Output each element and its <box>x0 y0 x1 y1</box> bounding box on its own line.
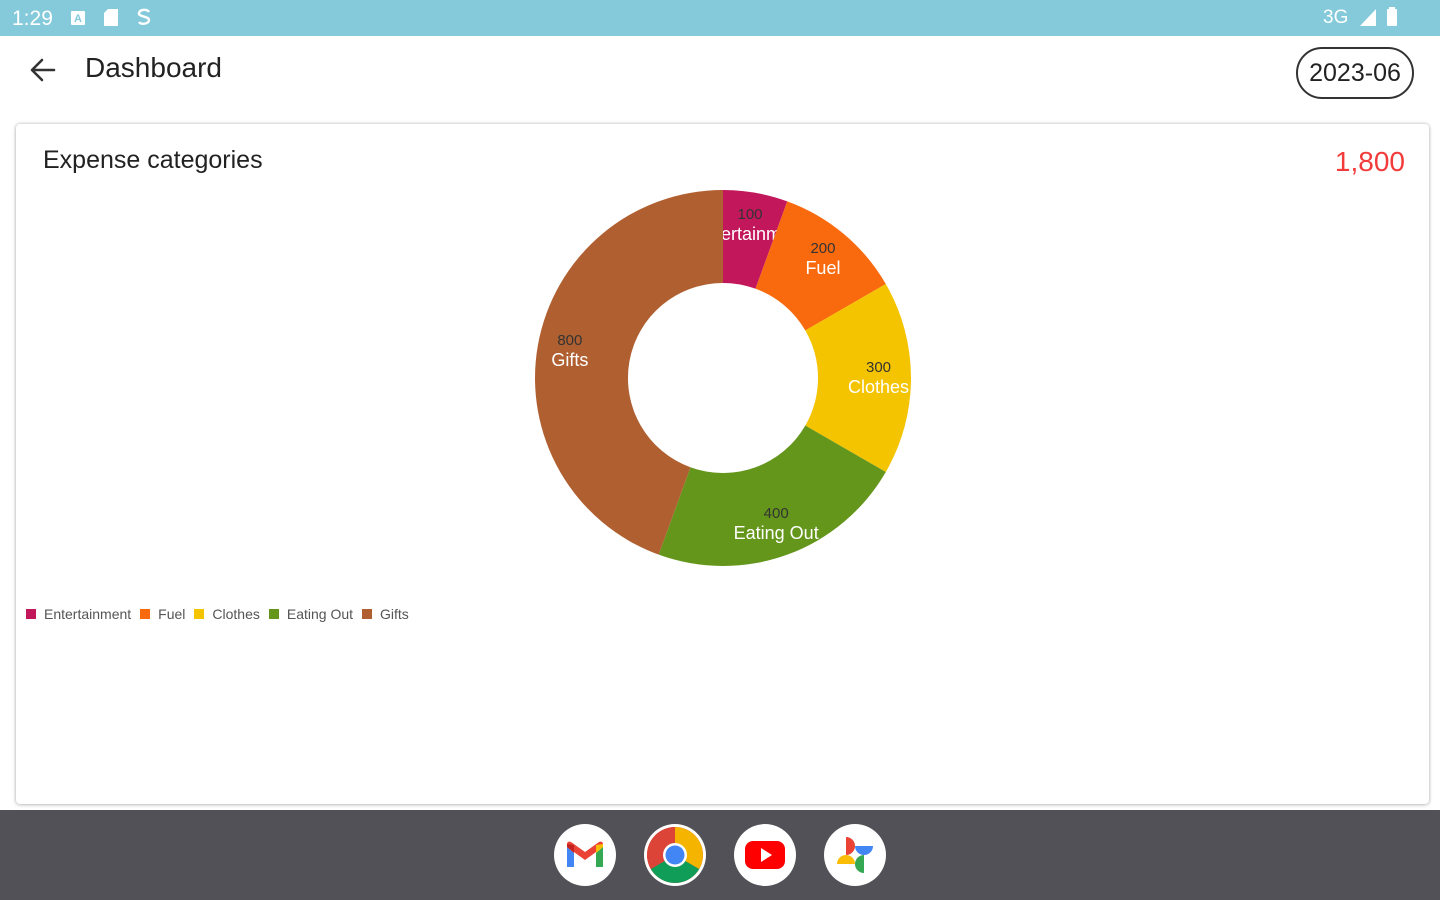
chrome-icon <box>647 827 703 883</box>
gmail-app[interactable] <box>554 824 616 886</box>
slice-name-label: Gifts <box>551 350 588 370</box>
slice-name-label: Eating Out <box>734 523 819 543</box>
legend-item-gifts[interactable]: Gifts <box>362 606 409 622</box>
slice-fuel[interactable] <box>755 201 886 331</box>
slice-entertainment[interactable] <box>723 190 788 289</box>
slice-value-label: 200 <box>810 240 835 257</box>
status-time: 1:29 <box>12 7 53 30</box>
legend-swatch <box>26 609 36 619</box>
legend-label: Gifts <box>380 606 409 622</box>
app-dock <box>0 810 1440 900</box>
chart-legend: Entertainment Fuel Clothes Eating Out Gifts <box>26 606 418 622</box>
legend-swatch <box>268 609 279 619</box>
legend-swatch <box>362 609 373 619</box>
gmail-icon <box>567 841 603 867</box>
legend-item-entertainment[interactable]: Entertainment <box>26 606 131 622</box>
page-title: Dashboard <box>85 52 222 83</box>
network-type: 3G <box>1323 7 1349 28</box>
photos-icon <box>837 837 873 873</box>
sync-icon <box>137 8 151 25</box>
arrow-left-icon <box>30 58 56 82</box>
back-button[interactable] <box>24 50 64 90</box>
donut-chart: 100Entertainment200Fuel300Clothes400Eati… <box>535 190 911 567</box>
chrome-app[interactable] <box>644 824 706 886</box>
card-title: Expense categories <box>43 146 263 174</box>
slice-name-label: Fuel <box>805 258 840 278</box>
expense-categories-card: Expense categories 1,800 100 Entertainmen… <box>16 124 1429 804</box>
legend-item-fuel[interactable]: Fuel <box>140 606 185 622</box>
legend-label: Entertainment <box>44 606 132 622</box>
youtube-icon <box>745 841 785 869</box>
slice-eating-out[interactable] <box>658 425 886 567</box>
photos-app[interactable] <box>824 824 886 886</box>
donut-inner-ring <box>628 283 818 473</box>
slice-value-label: 400 <box>764 505 789 522</box>
slice-clothes[interactable] <box>805 284 911 472</box>
sd-card-icon <box>104 9 118 26</box>
slice-value-label: 100 <box>737 206 762 223</box>
legend-swatch <box>194 609 205 619</box>
svg-text:A: A <box>74 13 82 25</box>
battery-icon <box>1387 7 1397 26</box>
slice-name-label: Clothes <box>848 377 909 397</box>
month-selector[interactable]: 2023-06 <box>1296 47 1414 99</box>
legend-label: Fuel <box>158 606 186 622</box>
legend-item-eating-out[interactable]: Eating Out <box>268 606 354 622</box>
slice-gifts[interactable] <box>535 190 723 555</box>
slice-value-label: 800 <box>557 332 582 349</box>
youtube-app[interactable] <box>734 824 796 886</box>
app-bar: Dashboard 2023-06 <box>0 36 1440 120</box>
legend-label: Eating Out <box>286 606 354 622</box>
signal-icon <box>1360 9 1376 26</box>
slice-value-label: 300 <box>866 359 891 376</box>
legend-swatch <box>140 609 151 619</box>
expense-total: 1,800 <box>1334 146 1405 177</box>
notification-a-icon: A <box>71 11 85 25</box>
legend-label: Clothes <box>212 606 260 622</box>
status-bar: 1:29 A 3G <box>0 0 1440 36</box>
legend-item-clothes[interactable]: Clothes <box>194 606 260 622</box>
